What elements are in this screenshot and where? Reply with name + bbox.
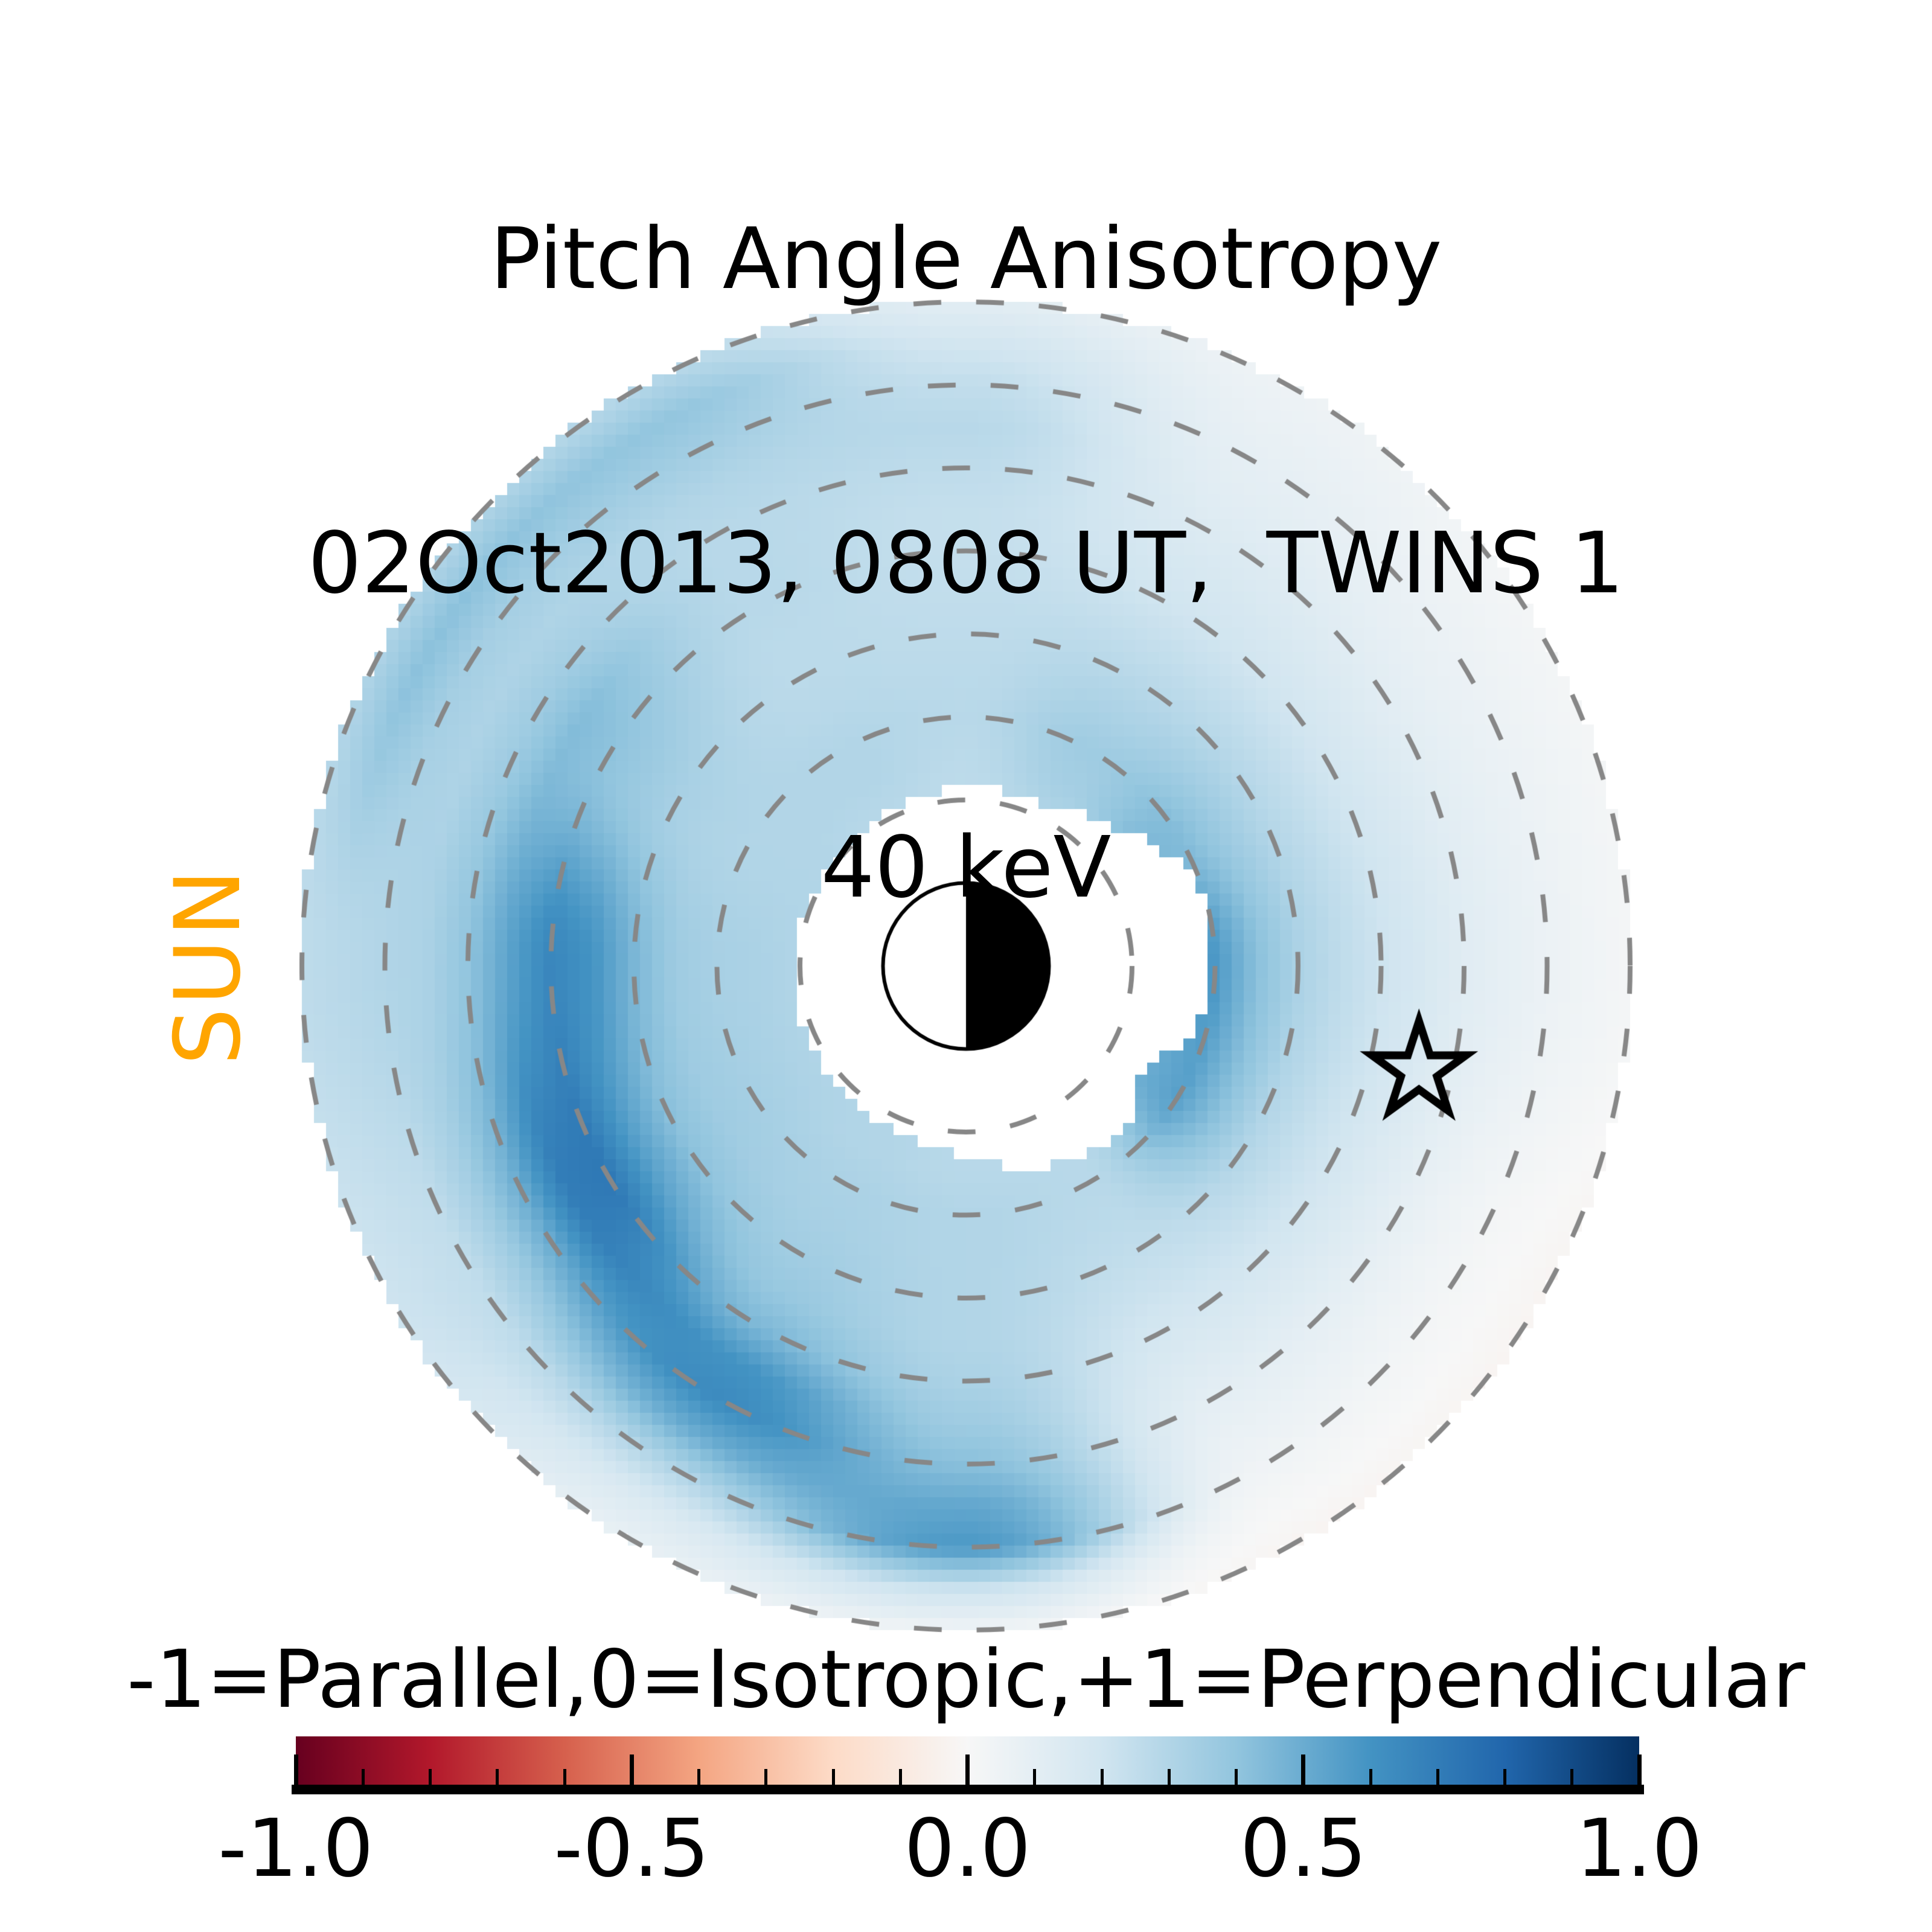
colorbar-minor-tick bbox=[563, 1769, 566, 1786]
colorbar-major-tick bbox=[293, 1754, 298, 1786]
colorbar-minor-tick bbox=[1100, 1769, 1104, 1786]
colorbar-tick-label: 0.5 bbox=[1239, 1802, 1367, 1895]
colorbar-minor-tick bbox=[1503, 1769, 1506, 1786]
colorbar-major-tick bbox=[629, 1754, 634, 1786]
colorbar-minor-tick bbox=[496, 1769, 499, 1786]
colorbar-minor-tick bbox=[1369, 1769, 1372, 1786]
colorbar-minor-tick bbox=[898, 1769, 902, 1786]
colorbar-minor-tick bbox=[1570, 1769, 1574, 1786]
title-line-1: Pitch Angle Anisotropy bbox=[490, 210, 1442, 309]
plot-title: Pitch Angle Anisotropy 02Oct2013, 0808 U… bbox=[0, 6, 1932, 1122]
colorbar-tick-label: -0.5 bbox=[554, 1802, 710, 1895]
colorbar-axis-spine bbox=[292, 1785, 1644, 1794]
title-line-3: 40 keV bbox=[820, 819, 1112, 917]
title-line-2: 02Oct2013, 0808 UT, TWINS 1 bbox=[307, 514, 1625, 613]
colorbar-minor-tick bbox=[1167, 1769, 1171, 1786]
sun-direction-label: SUN bbox=[156, 866, 261, 1066]
colorbar-tick-label: 0.0 bbox=[904, 1802, 1031, 1895]
colorbar-minor-tick bbox=[1235, 1769, 1238, 1786]
colorbar-minor-tick bbox=[1033, 1769, 1037, 1786]
colorbar-major-tick bbox=[965, 1754, 970, 1786]
colorbar-legend-label: -1=Parallel,0=Isotropic,+1=Perpendicular bbox=[127, 1633, 1805, 1726]
colorbar-minor-tick bbox=[831, 1769, 835, 1786]
colorbar-major-tick bbox=[1637, 1754, 1642, 1786]
colorbar-minor-tick bbox=[429, 1769, 432, 1786]
colorbar-tick-label: 1.0 bbox=[1576, 1802, 1703, 1895]
colorbar-minor-tick bbox=[1436, 1769, 1439, 1786]
colorbar-minor-tick bbox=[764, 1769, 768, 1786]
colorbar-minor-tick bbox=[361, 1769, 365, 1786]
colorbar-minor-tick bbox=[697, 1769, 700, 1786]
colorbar-tick-label: -1.0 bbox=[218, 1802, 374, 1895]
colorbar-major-tick bbox=[1301, 1754, 1306, 1786]
